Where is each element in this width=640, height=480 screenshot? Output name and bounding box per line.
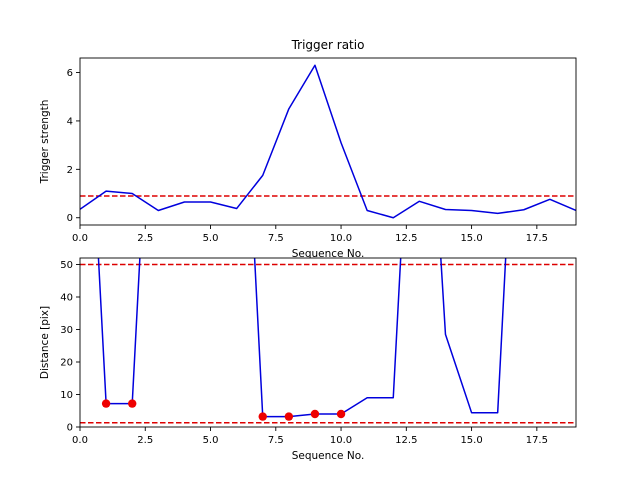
x-tick-label: 17.5 <box>526 233 548 244</box>
y-axis-label: Distance [pix] <box>39 306 51 379</box>
data-point <box>310 409 320 419</box>
x-tick-label: 15.0 <box>460 233 482 244</box>
x-tick-label: 10.0 <box>330 435 352 446</box>
x-tick-label: 0.0 <box>72 233 88 244</box>
y-tick-label: 40 <box>60 293 73 304</box>
y-tick-label: 30 <box>60 325 73 336</box>
x-axis-label: Sequence No. <box>292 450 365 462</box>
y-tick-label: 20 <box>60 358 73 369</box>
x-tick-label: 15.0 <box>460 435 482 446</box>
series-line <box>80 64 576 219</box>
x-tick-label: 5.0 <box>203 233 219 244</box>
series-line <box>97 258 507 418</box>
data-layer <box>80 64 576 219</box>
x-tick-label: 17.5 <box>526 435 548 446</box>
y-tick-label: 4 <box>67 116 73 127</box>
x-tick-label: 5.0 <box>203 435 219 446</box>
y-tick-label: 0 <box>67 423 73 434</box>
x-tick-label: 10.0 <box>330 233 352 244</box>
x-tick-label: 2.5 <box>137 435 153 446</box>
y-axis-label: Trigger strength <box>39 100 51 185</box>
trigger-ratio-plot: 0.0 2.5 5.0 7.5 10.0 12.5 15.0 17.5 0 2 4 6 Sequence… <box>39 38 577 260</box>
y-tick-label: 50 <box>60 260 73 271</box>
x-axis-label: Sequence No. <box>292 248 365 260</box>
y-tick-label: 10 <box>60 390 73 401</box>
data-point <box>284 412 294 421</box>
data-point <box>258 412 267 421</box>
x-tick-label: 2.5 <box>137 233 153 244</box>
y-tick-label: 6 <box>67 68 73 79</box>
axes-frame <box>79 257 577 428</box>
data-layer <box>80 258 576 424</box>
x-tick-label: 12.5 <box>395 435 417 446</box>
distance-plot: 0.0 2.5 5.0 7.5 10.0 12.5 15.0 17.5 0 10 20 30 40 50 S… <box>39 257 577 462</box>
axes-frame <box>79 57 577 226</box>
data-point <box>128 399 137 408</box>
x-tick-label: 7.5 <box>268 233 284 244</box>
x-tick-label: 0.0 <box>72 435 88 446</box>
data-point <box>101 399 111 408</box>
chart-title: Trigger ratio <box>291 38 365 52</box>
y-tick-label: 2 <box>67 165 73 176</box>
distance-plot-background <box>80 258 576 427</box>
y-tick-label: 0 <box>67 213 73 224</box>
data-point <box>336 409 346 419</box>
x-tick-label: 12.5 <box>395 233 417 244</box>
x-tick-label: 7.5 <box>268 435 284 446</box>
